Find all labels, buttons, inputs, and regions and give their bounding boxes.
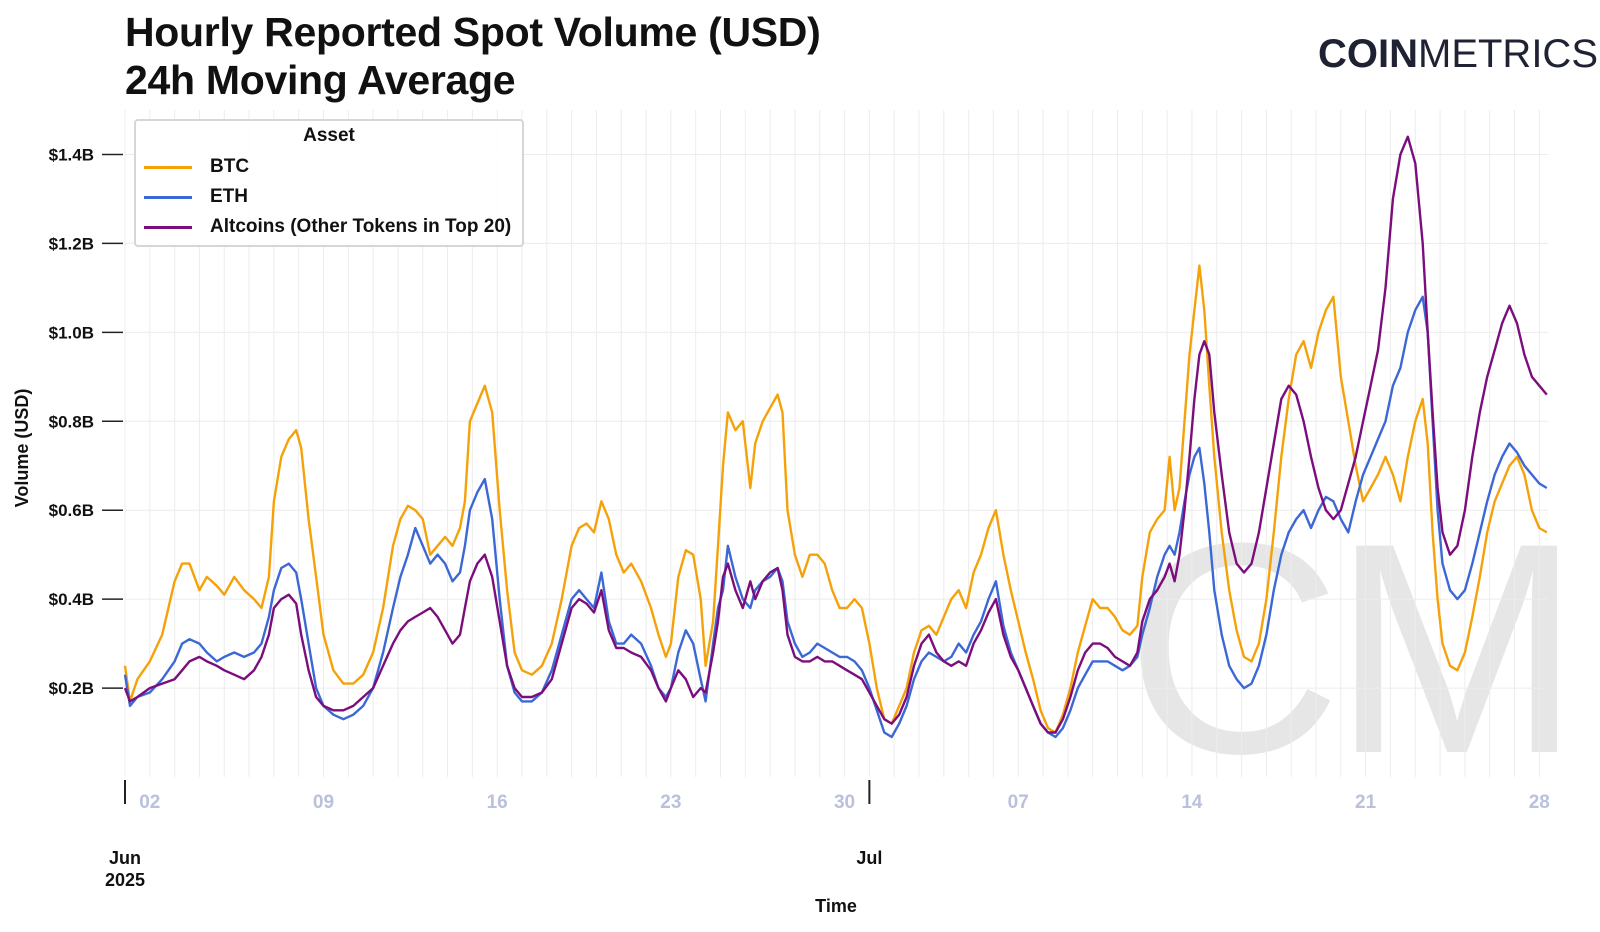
- legend: Asset BTC ETH Altcoins (Other Tokens in …: [134, 119, 524, 247]
- y-tick-label: $1.0B: [49, 323, 94, 342]
- legend-label-altcoins: Altcoins (Other Tokens in Top 20): [210, 216, 512, 237]
- x-tick-label: 23: [660, 792, 681, 813]
- legend-label-btc: BTC: [210, 156, 250, 177]
- y-axis-title: Volume (USD): [12, 389, 32, 508]
- watermark-cm: CM: [1125, 480, 1572, 816]
- legend-swatch-altcoins: [144, 225, 192, 229]
- legend-item-eth[interactable]: ETH: [144, 183, 248, 211]
- x-tick-label: 21: [1355, 792, 1377, 813]
- coinmetrics-logo: COINMETRICS: [1318, 32, 1598, 77]
- x-major-tick-year: 2025: [105, 870, 145, 890]
- x-major-tick-month: Jul: [856, 848, 882, 868]
- x-tick-label: 14: [1181, 792, 1203, 813]
- x-major-tick-month: Jun: [109, 848, 141, 868]
- series-line-btc: [123, 264, 1548, 734]
- chart-title: Hourly Reported Spot Volume (USD) 24h Mo…: [125, 8, 821, 104]
- legend-item-btc[interactable]: BTC: [144, 153, 249, 181]
- x-tick-label: 07: [1008, 792, 1029, 813]
- legend-label-eth: ETH: [210, 186, 248, 207]
- y-tick-label: $0.2B: [49, 679, 94, 698]
- y-tick-label: $0.8B: [49, 412, 94, 431]
- y-tick-label: $1.2B: [49, 234, 94, 253]
- legend-swatch-eth: [144, 195, 192, 199]
- legend-swatch-btc: [144, 165, 192, 169]
- title-line-1: Hourly Reported Spot Volume (USD): [125, 9, 821, 55]
- series-line-eth: [123, 295, 1548, 739]
- x-tick-label: 28: [1529, 792, 1550, 813]
- x-axis-title: Time: [815, 896, 857, 916]
- x-tick-label: 30: [834, 792, 855, 813]
- y-tick-label: $1.4B: [49, 145, 94, 164]
- logo-light-text: METRICS: [1418, 32, 1598, 76]
- title-line-2: 24h Moving Average: [125, 57, 516, 103]
- logo-bold-text: COIN: [1318, 32, 1418, 76]
- x-tick-label: 02: [139, 792, 160, 813]
- series-line-altcoins: [123, 135, 1548, 734]
- legend-item-altcoins[interactable]: Altcoins (Other Tokens in Top 20): [144, 213, 511, 241]
- y-tick-label: $0.4B: [49, 590, 94, 609]
- x-tick-label: 09: [313, 792, 334, 813]
- legend-title: Asset: [303, 125, 355, 146]
- y-tick-label: $0.6B: [49, 501, 94, 520]
- x-tick-label: 16: [487, 792, 508, 813]
